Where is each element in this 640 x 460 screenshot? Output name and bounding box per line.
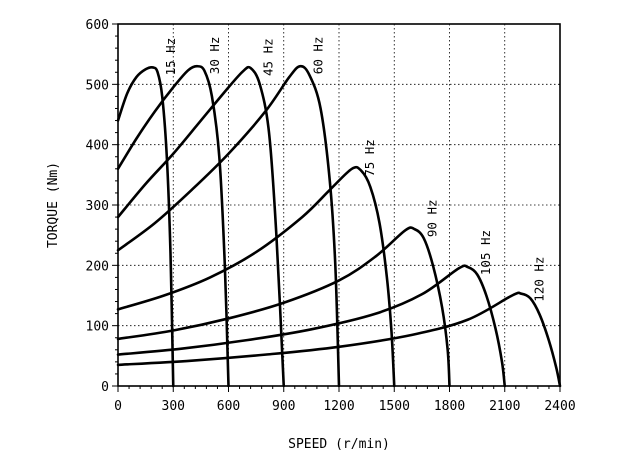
x-tick-label-1500: 1500 [379, 399, 410, 414]
curve-label-120-hz: 120 Hz [531, 257, 546, 302]
x-tick-label-1800: 1800 [434, 399, 465, 414]
x-tick-label-600: 600 [217, 399, 240, 414]
x-tick-label-2100: 2100 [489, 399, 520, 414]
x-tick-label-0: 0 [114, 399, 122, 414]
curve-105-hz [116, 264, 507, 388]
tick-layer [112, 23, 561, 392]
label-layer: 0 300 600 900 1200 1500 1800 2100 2400 0 100 200 300… [86, 18, 576, 414]
curve-label-15-hz: 15 Hz [163, 38, 178, 76]
y-tick-label-0: 0 [101, 380, 109, 395]
curve-75-hz [116, 165, 396, 388]
y-tick-label-100: 100 [86, 320, 109, 335]
x-axis-label: SPEED (r/min) [288, 437, 390, 452]
curve-label-75-hz: 75 Hz [362, 139, 377, 177]
x-tick-label-1200: 1200 [323, 399, 354, 414]
grid-layer [118, 24, 560, 386]
y-tick-label-500: 500 [86, 78, 109, 93]
y-tick-label-300: 300 [86, 199, 109, 214]
curve-layer [116, 64, 562, 388]
y-tick-label-400: 400 [86, 139, 109, 154]
curve-15-hz [116, 65, 175, 388]
curve-120-hz [116, 291, 562, 388]
curve-label-60-hz: 60 Hz [310, 37, 325, 75]
curve-45-hz [116, 65, 286, 388]
curve-60-hz [116, 64, 341, 388]
curve-label-90-hz: 90 Hz [425, 199, 440, 237]
x-tick-label-900: 900 [272, 399, 295, 414]
curve-90-hz [116, 226, 451, 388]
y-axis-label: TORQUE (Nm) [46, 162, 61, 248]
y-tick-label-600: 600 [86, 18, 109, 33]
y-tick-label-200: 200 [86, 259, 109, 274]
curve-label-45-hz: 45 Hz [261, 38, 276, 76]
x-tick-label-300: 300 [162, 399, 185, 414]
curve-30-hz [116, 64, 230, 388]
x-tick-label-2400: 2400 [544, 399, 575, 414]
curve-label-30-hz: 30 Hz [207, 37, 222, 75]
curve-label-105-hz: 105 Hz [478, 230, 493, 275]
